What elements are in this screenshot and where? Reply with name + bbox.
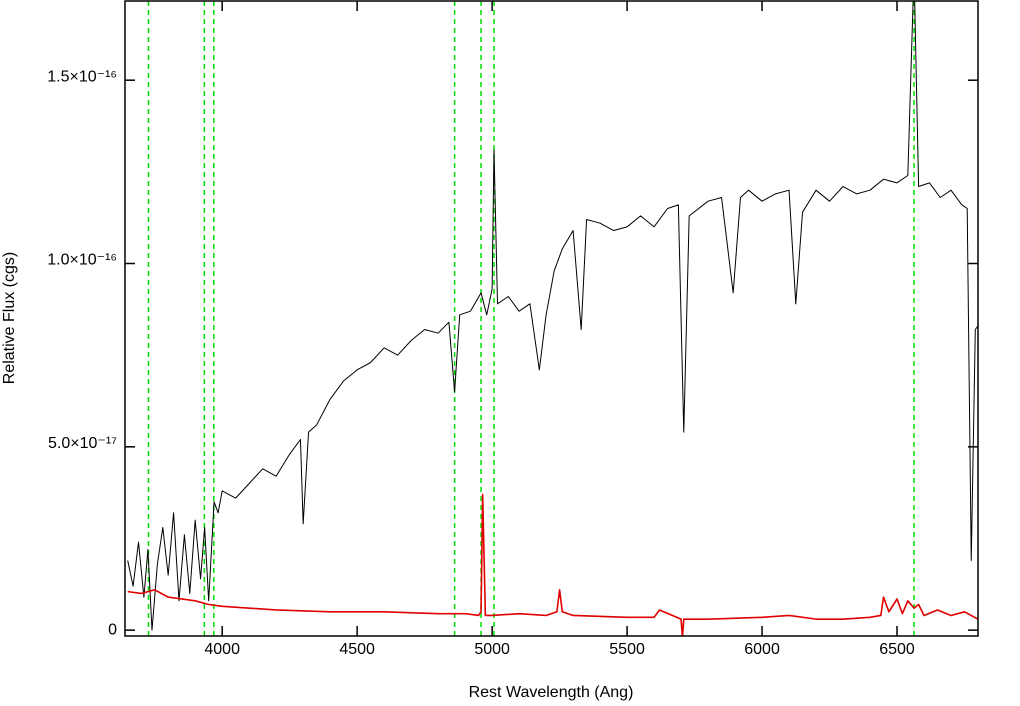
- x-axis-label: Rest Wavelength (Ang): [469, 684, 634, 701]
- x-tick-label: 6500: [879, 641, 915, 658]
- x-tick-label: 4000: [204, 641, 240, 658]
- y-tick-label: 1.0×10⁻¹⁶: [47, 252, 117, 269]
- spectrum-line: [127, 1, 978, 631]
- y-tick-label: 0: [108, 621, 117, 638]
- y-tick-label: 1.5×10⁻¹⁶: [47, 68, 117, 85]
- spectrum-line: [127, 493, 978, 636]
- y-axis-label: Relative Flux (cgs): [1, 252, 18, 384]
- x-tick-label: 4500: [339, 641, 375, 658]
- x-tick-label: 6000: [744, 641, 780, 658]
- x-tick-label: 5500: [609, 641, 645, 658]
- plot-frame: [124, 0, 979, 637]
- x-tick-label: 5000: [474, 641, 510, 658]
- plot-area: [127, 1, 978, 636]
- y-tick-label: 5.0×10⁻¹⁷: [48, 435, 117, 452]
